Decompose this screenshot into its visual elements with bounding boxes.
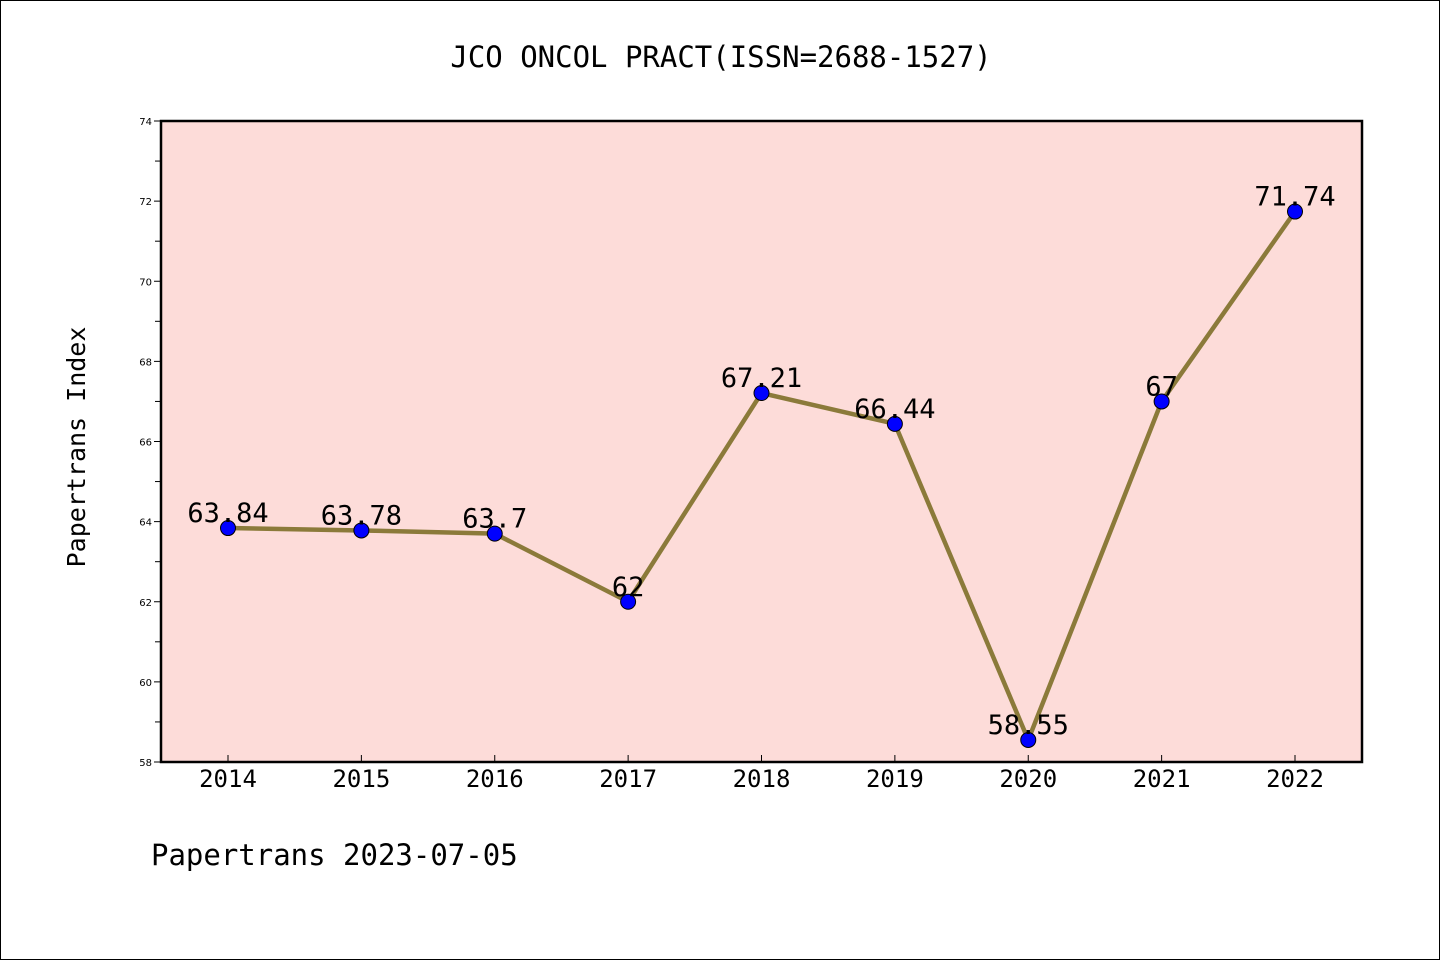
- data-point: [486, 525, 503, 542]
- footer-text: Papertrans 2023-07-05: [151, 838, 518, 872]
- data-point: [1287, 203, 1303, 220]
- y-tick-label: 64: [139, 518, 152, 529]
- data-point: [353, 522, 370, 539]
- y-tick-label: 74: [139, 117, 152, 128]
- y-tick-label: 68: [139, 357, 152, 368]
- chart-title: JCO ONCOL PRACT(ISSN=2688-1527): [450, 40, 991, 74]
- x-tick-label: 2021: [1133, 765, 1191, 793]
- plot-area: [161, 121, 1362, 762]
- series-line: [220, 203, 1303, 748]
- data-labels: 63.84 63.78 63.7 62 67.21 66.44 58.55 67 71.74: [187, 182, 1335, 741]
- x-tick-label: 2016: [466, 765, 524, 793]
- data-point: [1153, 393, 1170, 410]
- x-axis: 2014 2015 2016 2017 2018 2019 2020 2021 2022: [199, 755, 1324, 793]
- y-tick-label: 72: [139, 197, 152, 208]
- data-label: 63.7: [462, 504, 527, 535]
- y-tick-label: 70: [139, 277, 152, 288]
- x-tick-label: 2018: [733, 765, 791, 793]
- x-tick-label: 2022: [1266, 765, 1324, 793]
- data-point: [753, 385, 770, 402]
- data-point: [220, 520, 236, 537]
- data-point: [620, 593, 637, 610]
- data-point: [1020, 731, 1037, 748]
- x-tick-label: 2020: [999, 765, 1057, 793]
- data-label: 66.44: [854, 394, 935, 425]
- data-label: 63.78: [321, 500, 402, 531]
- data-label: 58.55: [988, 710, 1069, 741]
- data-label: 67.21: [721, 363, 802, 394]
- y-axis-title: Papertrans Index: [62, 327, 91, 568]
- data-label: 62: [612, 572, 645, 603]
- x-tick-label: 2017: [599, 765, 657, 793]
- data-label: 71.74: [1254, 182, 1335, 213]
- data-label: 67: [1145, 371, 1178, 402]
- y-tick-label: 66: [139, 438, 152, 449]
- y-tick-label: 60: [139, 678, 152, 689]
- data-point: [886, 415, 903, 432]
- x-tick-label: 2019: [866, 765, 924, 793]
- plot-border: [159, 119, 1364, 764]
- x-tick-label: 2015: [332, 765, 390, 793]
- y-tick-label: 62: [139, 598, 152, 609]
- x-tick-label: 2014: [199, 765, 257, 793]
- y-tick-label: 58: [139, 758, 152, 769]
- data-label: 63.84: [187, 498, 268, 529]
- y-axis: 58 60 62 64 66 68 70 72 74: [139, 117, 161, 769]
